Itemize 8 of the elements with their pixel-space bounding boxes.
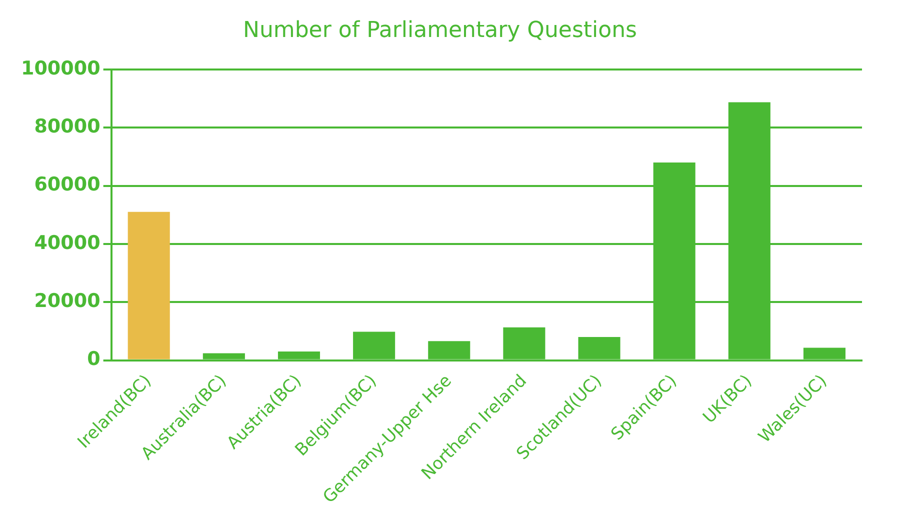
- y-tick-label: 100000: [20, 57, 100, 80]
- bar: [128, 212, 170, 360]
- chart-title: Number of Parliamentary Questions: [242, 18, 638, 43]
- y-tick-label: 40000: [34, 232, 100, 254]
- y-tick-label: 80000: [34, 116, 100, 138]
- y-tick-label: 60000: [34, 174, 100, 196]
- y-tick-label: 0: [87, 348, 100, 370]
- y-tick-label: 20000: [34, 290, 100, 312]
